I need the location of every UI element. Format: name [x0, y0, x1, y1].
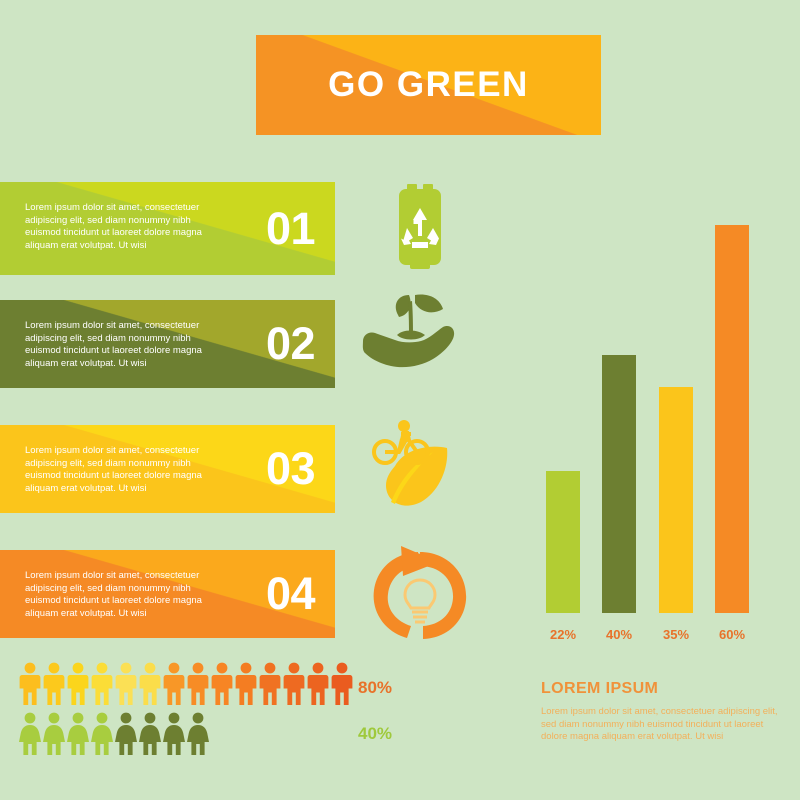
bottom-text-block: LOREM IPSUM Lorem ipsum dolor sit amet, … [541, 680, 791, 744]
pictogram-figure [114, 662, 138, 711]
pictogram-figure [162, 712, 186, 761]
step-row-number: 01 [265, 202, 316, 254]
pictogram-figure [138, 712, 162, 761]
pictogram-figure [114, 712, 138, 761]
pictogram-row-female [18, 712, 210, 761]
step-row-01[interactable]: Lorem ipsum dolor sit amet, consectetuer… [0, 182, 335, 275]
step-row-background [0, 182, 335, 275]
step-row-03[interactable]: Lorem ipsum dolor sit amet, consectetuer… [0, 425, 335, 513]
step-row-text: Lorem ipsum dolor sit amet, consectetuer… [25, 445, 202, 494]
pictogram-figure [42, 662, 66, 711]
chart-bar-label: 22% [549, 627, 577, 642]
pictogram-figure [42, 712, 66, 761]
pictogram-figure [90, 712, 114, 761]
pictogram-figure [66, 712, 90, 761]
pictogram-figure [330, 662, 354, 711]
step-row-text: Lorem ipsum dolor sit amet, consectetuer… [25, 320, 202, 369]
step-row-number: 04 [265, 568, 316, 619]
title-banner: GO GREEN [256, 35, 601, 135]
bar-chart: 22% 40% 35% 60% [520, 160, 790, 650]
step-row-02[interactable]: Lorem ipsum dolor sit amet, consectetuer… [0, 300, 335, 388]
pictogram-figure [306, 662, 330, 711]
pictogram-figure [282, 662, 306, 711]
step-row-number: 02 [265, 318, 316, 369]
bottom-body: Lorem ipsum dolor sit amet, consectetuer… [541, 706, 778, 743]
pictogram-figure [234, 662, 258, 711]
pictogram-row-male [18, 662, 354, 711]
chart-bar [715, 225, 749, 613]
pictogram-figure [90, 662, 114, 711]
pictogram-percent-40: 40% [358, 724, 393, 743]
bottom-heading: LOREM IPSUM [541, 680, 659, 697]
hand-sprout-icon [355, 283, 485, 393]
banner-gradient [256, 35, 601, 135]
chart-bar [546, 470, 580, 613]
step-row-background [0, 550, 335, 638]
step-row-background [0, 425, 335, 513]
pictogram-figure [18, 712, 42, 761]
pictogram-percent-80: 80% [358, 678, 393, 697]
pictogram-figure [162, 662, 186, 711]
pictogram-figure [258, 662, 282, 711]
pictogram-figure [186, 662, 210, 711]
chart-bar [659, 386, 693, 613]
pictogram-figure [210, 662, 234, 711]
chart-bar-label: 40% [605, 627, 633, 642]
battery-recycle-icon [355, 172, 485, 282]
chart-bar [602, 354, 636, 613]
step-row-04[interactable]: Lorem ipsum dolor sit amet, consectetuer… [0, 550, 335, 638]
page-title: GO GREEN [328, 65, 529, 104]
pictogram-figure [18, 662, 42, 711]
step-row-background [0, 300, 335, 388]
pictogram-figure [186, 712, 210, 761]
step-row-text: Lorem ipsum dolor sit amet, consectetuer… [25, 570, 202, 619]
bicycle-leaf-icon [355, 418, 485, 528]
chart-bar-label: 60% [718, 627, 746, 642]
step-row-number: 03 [265, 443, 316, 494]
pictogram-figure [66, 662, 90, 711]
step-row-text: Lorem ipsum dolor sit amet, consectetuer… [25, 202, 202, 251]
chart-bar-label: 35% [662, 627, 690, 642]
recycle-lightbulb-icon [355, 542, 485, 652]
pictogram-figure [138, 662, 162, 711]
